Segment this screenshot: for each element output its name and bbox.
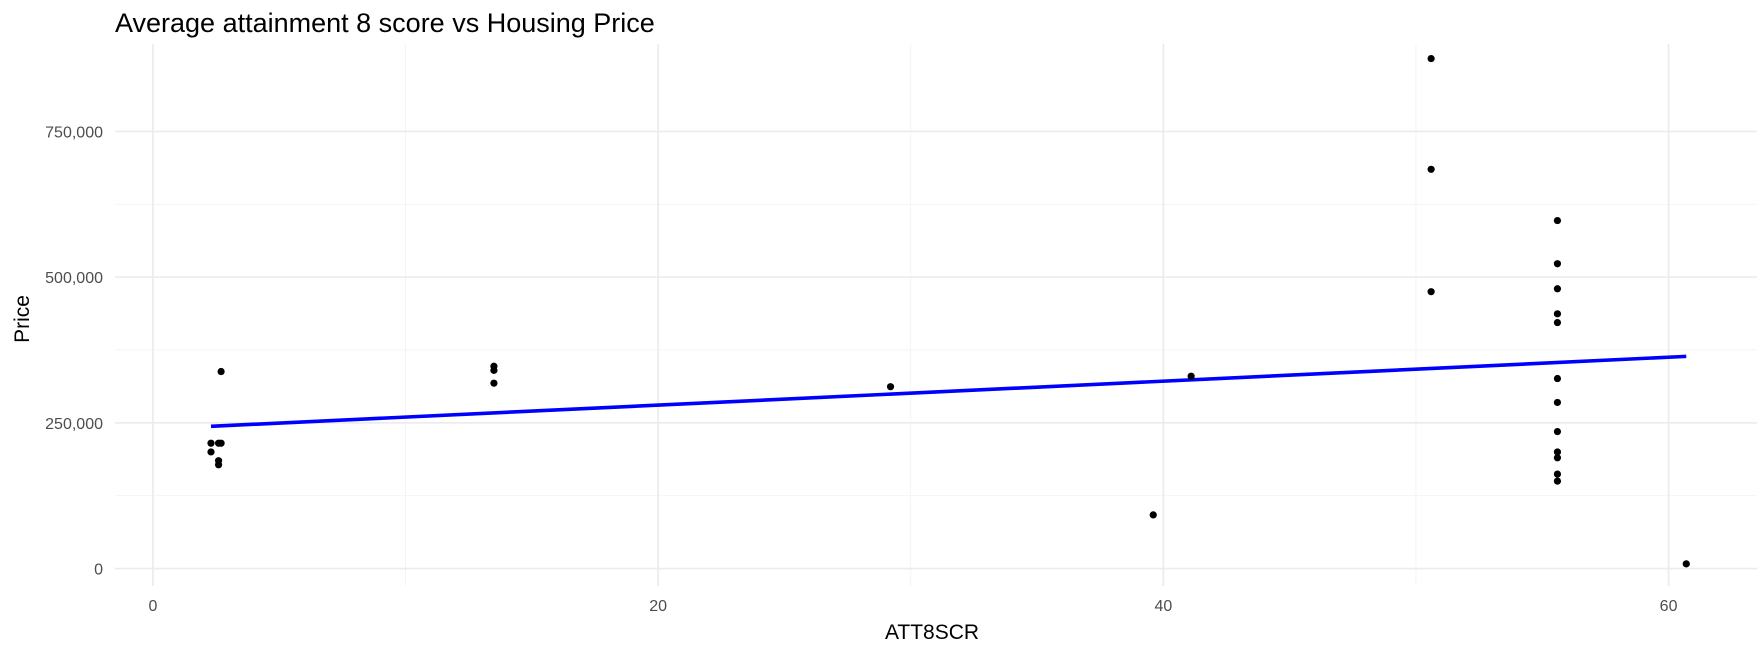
data-point (1427, 288, 1435, 296)
major-gridlines (115, 44, 1757, 586)
y-tick-label: 250,000 (45, 416, 103, 433)
data-point (1187, 372, 1195, 380)
y-axis-title: Price (11, 295, 34, 343)
x-axis-tick-labels: 0 20 40 60 (148, 598, 1677, 615)
data-point (1553, 477, 1562, 485)
x-axis-title: ATT8SCR (885, 621, 979, 644)
data-point (1553, 448, 1562, 456)
data-point (1553, 260, 1562, 268)
data-point (1427, 165, 1435, 173)
x-tick-label: 0 (148, 598, 157, 615)
data-point (1553, 310, 1562, 318)
data-point (886, 383, 895, 391)
x-tick-label: 20 (649, 598, 667, 615)
data-point (1553, 285, 1562, 293)
y-tick-label: 750,000 (45, 124, 103, 141)
data-point (1553, 398, 1562, 407)
data-point (1553, 470, 1562, 478)
data-point (1682, 560, 1690, 568)
data-point (207, 448, 215, 456)
data-point (207, 439, 215, 447)
data-point (1553, 427, 1562, 436)
y-tick-label: 500,000 (45, 270, 103, 287)
trend-line (210, 354, 1687, 429)
data-point (214, 461, 223, 469)
trend-line-layer (210, 354, 1687, 429)
x-tick-label: 40 (1154, 598, 1172, 615)
x-tick-label: 60 (1660, 598, 1678, 615)
y-tick-label: 0 (94, 562, 103, 579)
data-point (1427, 54, 1435, 63)
data-point (217, 439, 225, 447)
data-point (1553, 318, 1562, 327)
data-point (1149, 511, 1157, 519)
points-layer (207, 54, 1690, 568)
data-point (217, 367, 225, 376)
data-point (490, 379, 498, 387)
data-point (490, 366, 498, 374)
y-axis-tick-labels: 0 250,000 500,000 750,000 (45, 124, 103, 578)
chart-title: Average attainment 8 score vs Housing Pr… (115, 8, 655, 38)
data-point (1553, 454, 1562, 462)
data-point (1553, 374, 1562, 383)
data-point (1553, 216, 1562, 225)
minor-gridlines (115, 44, 1757, 586)
